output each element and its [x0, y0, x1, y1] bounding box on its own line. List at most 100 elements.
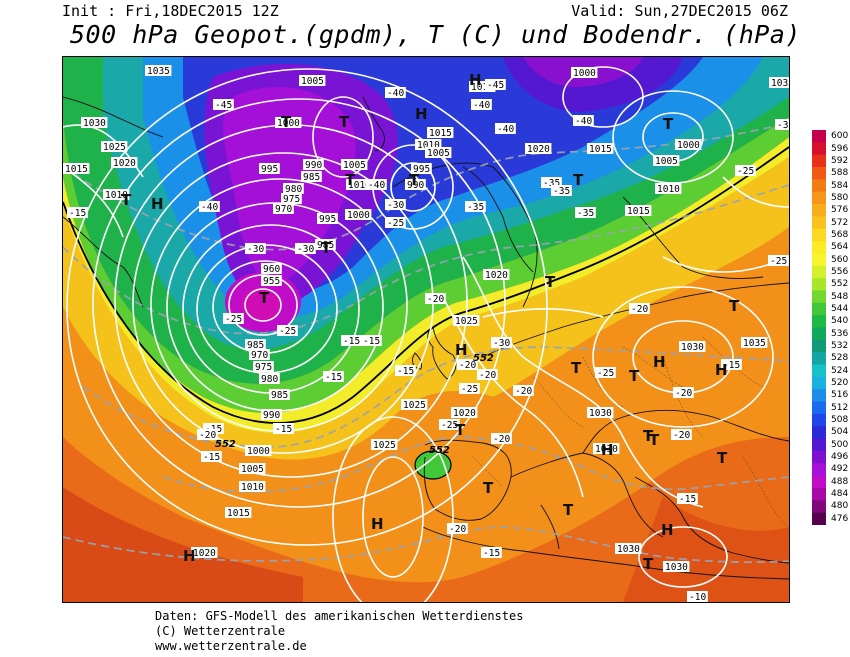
isotherm-label: -35: [551, 185, 572, 197]
svg-text:985: 985: [247, 340, 264, 351]
svg-text:1020: 1020: [113, 158, 136, 169]
colorbar-level-label: 600: [831, 131, 849, 142]
low-pressure-marker: T: [573, 171, 584, 189]
colorbar-level-label: 532: [831, 341, 849, 352]
svg-text:-15: -15: [343, 336, 360, 347]
svg-text:1010: 1010: [657, 184, 680, 195]
geopotential-label: 552: [429, 445, 450, 456]
isotherm-label: -25: [277, 325, 298, 337]
isobar-label: 1005: [299, 75, 326, 87]
isotherm-label: -15: [201, 451, 222, 463]
svg-text:-40: -40: [368, 180, 385, 191]
isotherm-label: -15: [361, 335, 382, 347]
isobar-label: 975: [253, 361, 274, 373]
low-pressure-marker: T: [259, 289, 270, 307]
svg-text:1010: 1010: [105, 190, 128, 201]
svg-text:1015: 1015: [227, 508, 250, 519]
svg-text:990: 990: [305, 160, 322, 171]
isotherm-label: -20: [197, 429, 218, 441]
svg-text:-20: -20: [631, 304, 648, 315]
isotherm-label: -20: [671, 429, 692, 441]
isotherm-label: -40: [366, 179, 387, 191]
svg-text:-25: -25: [225, 314, 242, 325]
footer-website[interactable]: www.wetterzentrale.de: [155, 639, 307, 653]
colorbar-level-label: 484: [831, 489, 849, 500]
svg-text:-35: -35: [577, 208, 594, 219]
isotherm-label: -15: [273, 423, 294, 435]
field-588: [63, 487, 303, 602]
isobar-label: 975: [281, 193, 302, 205]
svg-text:-45: -45: [215, 100, 232, 111]
colorbar-level-label: 488: [831, 476, 849, 487]
isotherm-label: -20: [447, 523, 468, 535]
colorbar-level-label: 592: [831, 155, 849, 166]
isobar-label: 970: [249, 349, 270, 361]
svg-text:995: 995: [261, 164, 278, 175]
isobar-label: 1000: [345, 209, 372, 221]
colorbar-segment: [812, 352, 826, 366]
svg-text:1020: 1020: [527, 144, 550, 155]
svg-text:1030: 1030: [681, 342, 704, 353]
isobar-label: 1030: [587, 407, 614, 419]
colorbar-level-label: 476: [831, 513, 849, 524]
isotherm-label: -25: [385, 217, 406, 229]
isotherm-label: -35: [541, 177, 562, 189]
colorbar-level-label: 512: [831, 402, 849, 413]
svg-text:-40: -40: [201, 202, 218, 213]
low-pressure-marker: T: [455, 421, 466, 439]
colorbar-level-label: 516: [831, 390, 849, 401]
valid-time: Valid: Sun,27DEC2015 06Z: [571, 2, 788, 20]
isobar-label: 1010: [415, 139, 442, 151]
isobar-label: 1005: [239, 463, 266, 475]
isotherm-label: -45: [213, 99, 234, 111]
isotherm-label: -30: [385, 199, 406, 211]
svg-text:1020: 1020: [485, 270, 508, 281]
low-pressure-marker: T: [321, 239, 332, 257]
svg-text:-20: -20: [199, 430, 216, 441]
colorbar-segment: [812, 512, 826, 526]
colorbar: [812, 130, 826, 526]
svg-text:995: 995: [319, 214, 336, 225]
svg-text:-25: -25: [461, 384, 478, 395]
svg-text:1000: 1000: [247, 446, 270, 457]
svg-text:-40: -40: [473, 100, 490, 111]
isotherm-label: -30: [775, 119, 789, 131]
isotherm-label: -20: [425, 293, 446, 305]
svg-text:995: 995: [413, 164, 430, 175]
svg-text:-40: -40: [575, 116, 592, 127]
isobar-label: 1015: [625, 205, 652, 217]
colorbar-segment: [812, 339, 826, 353]
svg-text:1010: 1010: [348, 180, 371, 191]
isotherm-label: -20: [457, 359, 478, 371]
colorbar-segment: [812, 228, 826, 242]
svg-text:1030: 1030: [595, 444, 618, 455]
svg-text:-20: -20: [675, 388, 692, 399]
chart-title: 500 hPa Geopot.(gpdm), T (C) und Bodendr…: [70, 20, 801, 49]
isotherm-label: -25: [459, 383, 480, 395]
isobar-label: 1000: [275, 117, 302, 129]
isobar-label: 970: [273, 203, 294, 215]
high-pressure-marker: H: [661, 521, 674, 539]
high-pressure-marker: H: [371, 515, 384, 533]
svg-text:-30: -30: [297, 244, 314, 255]
isotherm-label: -15: [721, 359, 742, 371]
colorbar-segment: [812, 154, 826, 168]
svg-text:1005: 1005: [301, 76, 324, 87]
svg-text:-45: -45: [487, 80, 504, 91]
svg-text:1000: 1000: [347, 210, 370, 221]
low-pressure-marker: T: [629, 367, 640, 385]
colorbar-level-label: 584: [831, 180, 849, 191]
svg-text:-30: -30: [493, 338, 510, 349]
svg-text:985: 985: [271, 390, 288, 401]
colorbar-segment: [812, 376, 826, 390]
isobar-label: 1000: [571, 67, 598, 79]
colorbar-level-label: 576: [831, 205, 849, 216]
isotherm-label: -15: [677, 493, 698, 505]
isotherm-label: -30: [295, 243, 316, 255]
svg-text:1000: 1000: [277, 118, 300, 129]
colorbar-level-label: 568: [831, 229, 849, 240]
isobar-label: 1005: [425, 147, 452, 159]
svg-text:1010: 1010: [417, 140, 440, 151]
low-pressure-marker: T: [545, 273, 556, 291]
isobar-label: 990: [261, 409, 282, 421]
